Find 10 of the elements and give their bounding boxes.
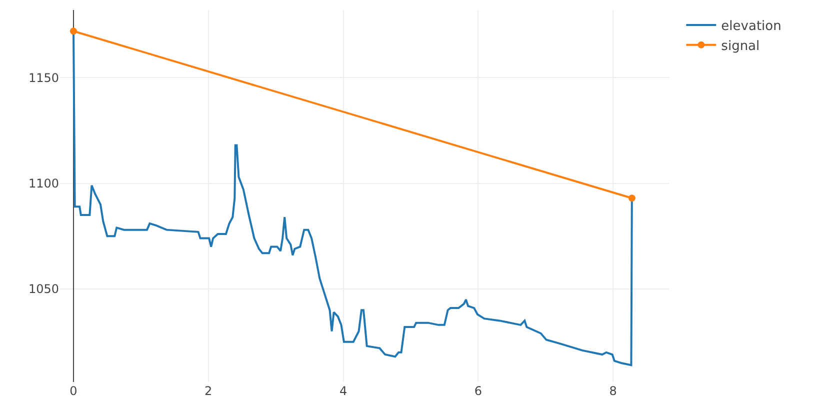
- x-tick-label: 2: [204, 384, 212, 398]
- y-tick-label: 1100: [28, 176, 59, 191]
- x-tick-label: 6: [474, 384, 482, 398]
- y-tick-label: 1050: [28, 282, 59, 296]
- x-tick-label: 4: [339, 384, 348, 398]
- x-tick-label: 8: [609, 384, 617, 398]
- legend-label: elevation: [721, 19, 782, 34]
- x-tick-label: 0: [70, 384, 78, 398]
- legend-label: signal: [721, 38, 760, 54]
- y-tick-label: 1150: [28, 70, 59, 85]
